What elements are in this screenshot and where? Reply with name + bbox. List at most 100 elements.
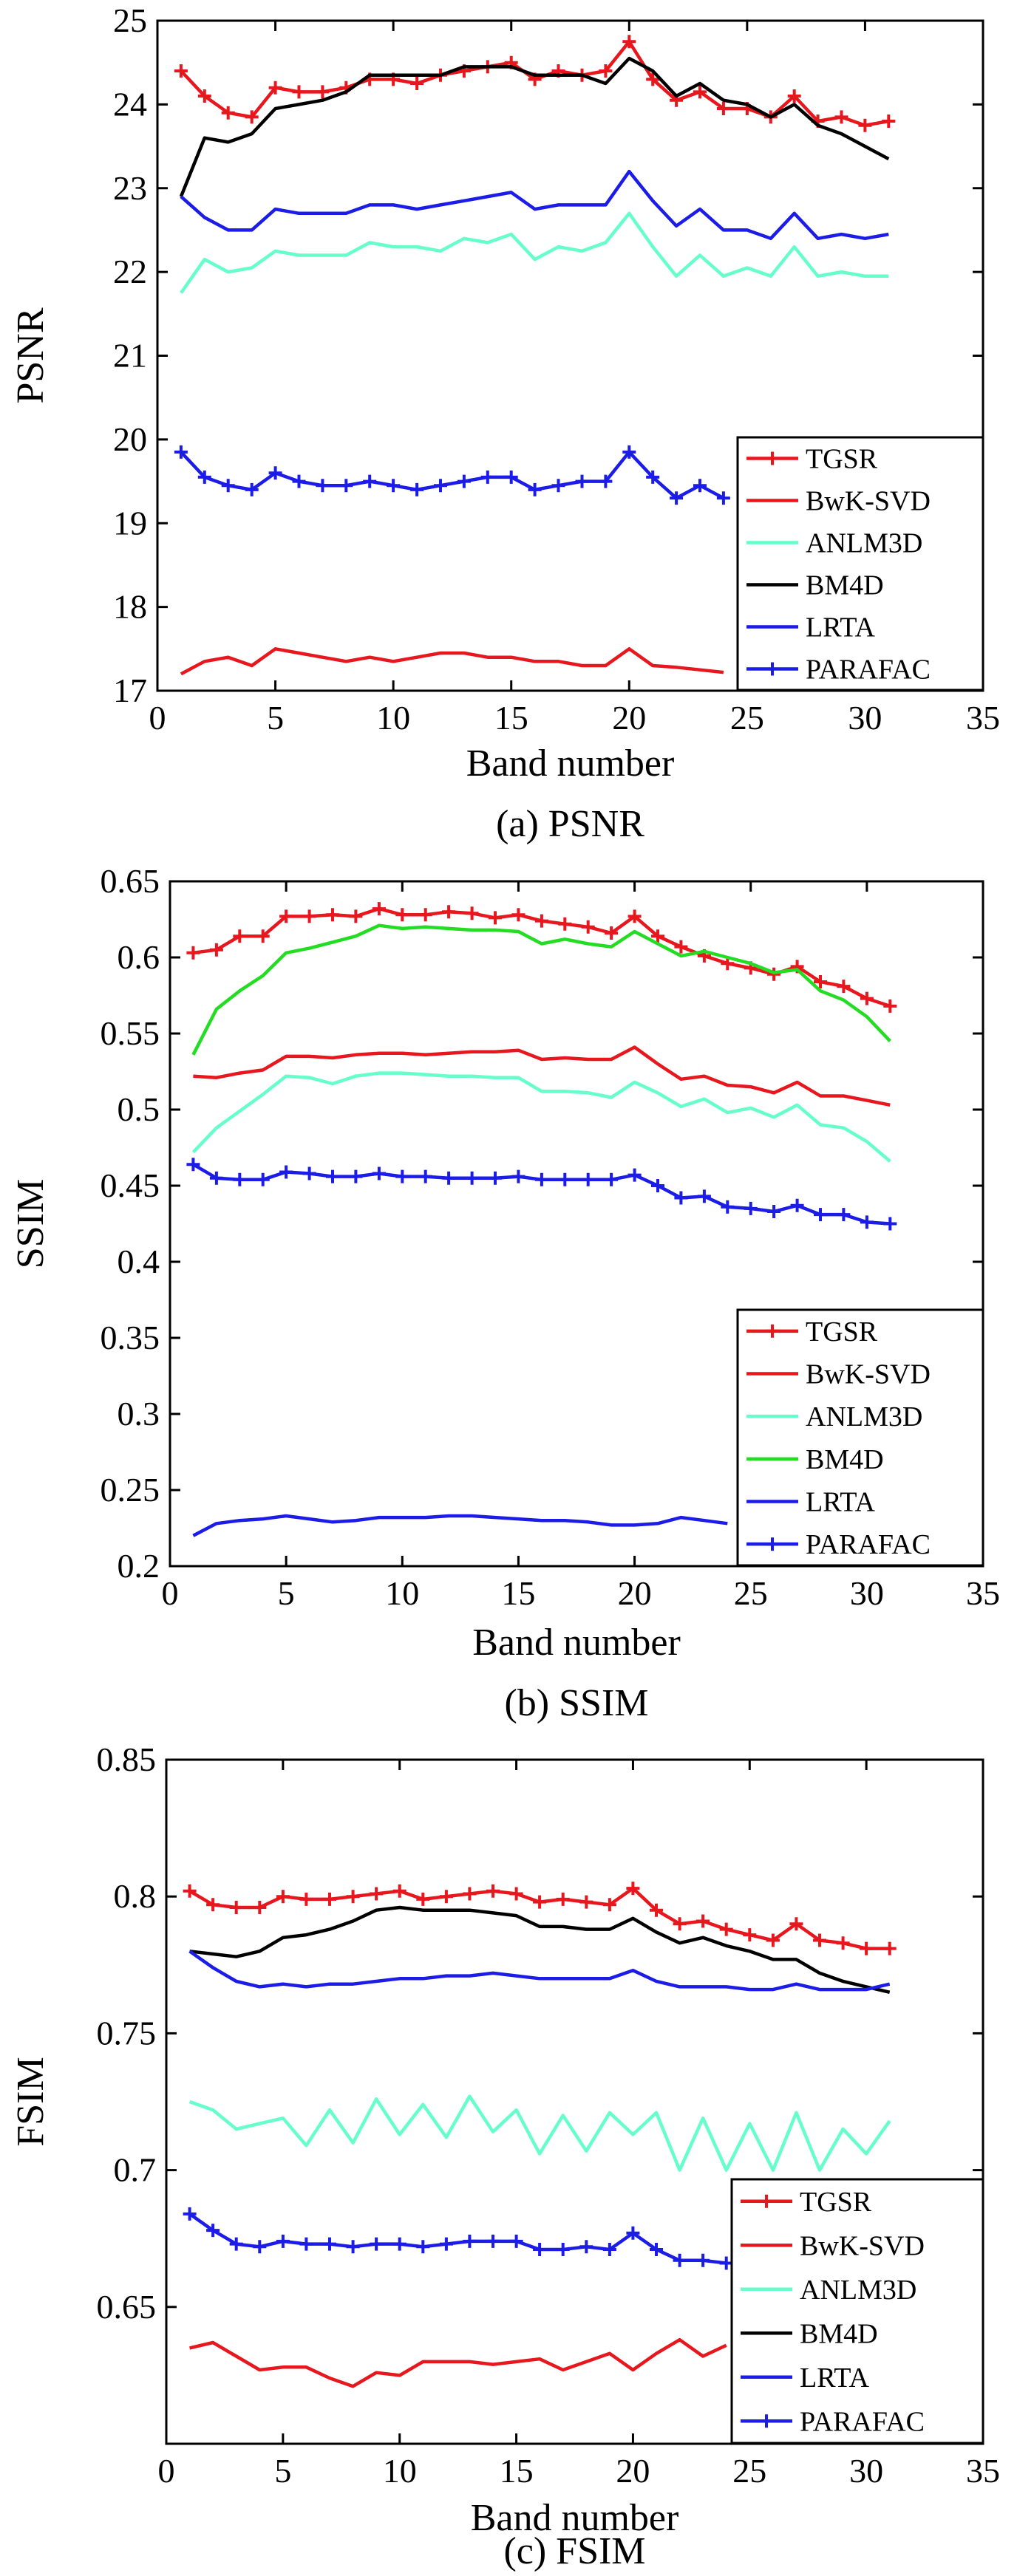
data-point-tgsr: [693, 85, 707, 99]
x-tick-label: 30: [849, 2452, 883, 2490]
data-point-parafac: [528, 482, 542, 496]
data-point-tgsr: [882, 115, 896, 128]
data-point-tgsr: [174, 64, 188, 78]
x-tick-label: 20: [612, 699, 646, 737]
data-point-tgsr: [882, 1941, 897, 1955]
data-point-parafac: [268, 466, 282, 480]
data-point-tgsr: [323, 1892, 336, 1906]
data-point-tgsr: [558, 917, 572, 931]
data-point-parafac: [489, 1171, 502, 1185]
data-point-parafac: [292, 474, 306, 488]
data-point-parafac: [221, 479, 235, 493]
data-point-tgsr: [622, 35, 636, 49]
data-point-parafac: [233, 1172, 247, 1186]
panel-caption: (a) PSNR: [496, 803, 644, 845]
data-point-parafac: [206, 2224, 220, 2238]
chart-panel-3: 0 5 10 15 20 25 30 35 0.65 0.7 0.75 0.8 0.85 Band num…: [10, 1740, 1000, 2572]
y-tick-label: 25: [113, 1, 147, 39]
legend-box: [736, 1308, 984, 1567]
data-point-parafac: [605, 1172, 619, 1186]
data-point-tgsr: [410, 77, 424, 90]
panel-caption: (b) SSIM: [504, 1682, 648, 1724]
series-line-bm4d: [179, 56, 890, 197]
data-point-tgsr: [533, 1895, 547, 1909]
legend-label-bm4d: BM4D: [800, 2318, 878, 2349]
legend-label-anlm3d: ANLM3D: [806, 528, 922, 559]
y-tick-label: 18: [113, 588, 147, 626]
data-point-tgsr: [418, 908, 432, 922]
data-point-tgsr: [316, 85, 330, 99]
legend-marker-parafac: [766, 662, 779, 676]
y-tick-label: 0.35: [101, 1319, 160, 1356]
legend-box: [730, 2178, 984, 2445]
data-point-parafac: [575, 474, 589, 488]
legend-label-tgsr: TGSR: [800, 2187, 872, 2218]
y-tick-label: 19: [113, 504, 147, 541]
legend-label-bwk-svd: BwK-SVD: [806, 486, 931, 517]
y-tick-label: 0.75: [97, 2014, 157, 2051]
data-point-tgsr: [814, 975, 827, 988]
data-point-parafac: [256, 1172, 270, 1186]
data-point-parafac: [339, 479, 353, 493]
data-point-parafac: [883, 1217, 897, 1231]
x-tick-label: 25: [730, 699, 764, 737]
data-point-parafac: [860, 1215, 874, 1229]
data-point-parafac: [602, 2243, 616, 2256]
x-tick-label: 5: [274, 2452, 291, 2490]
data-point-parafac: [276, 2234, 290, 2248]
data-point-parafac: [716, 491, 730, 505]
data-point-parafac: [673, 2253, 687, 2267]
y-tick-label: 21: [113, 337, 147, 375]
data-point-tgsr: [292, 85, 306, 99]
data-point-tgsr: [197, 89, 211, 103]
legend-label-parafac: PARAFAC: [800, 2406, 925, 2437]
data-point-parafac: [674, 1191, 688, 1205]
data-point-tgsr: [509, 1887, 523, 1901]
series-bm4d: [191, 923, 891, 1056]
data-point-tgsr: [789, 1917, 803, 1931]
data-point-parafac: [245, 482, 259, 496]
data-point-parafac: [814, 1208, 827, 1222]
data-point-tgsr: [579, 1895, 593, 1909]
x-tick-label: 10: [385, 1574, 419, 1612]
data-point-parafac: [183, 2207, 197, 2221]
x-tick-label: 15: [501, 1574, 535, 1612]
legend-label-lrta: LRTA: [806, 612, 875, 643]
data-point-tgsr: [836, 1936, 850, 1950]
y-tick-label: 0.7: [114, 2151, 157, 2189]
y-tick-label: 22: [113, 253, 147, 290]
series-parafac: [174, 445, 730, 505]
legend-label-lrta: LRTA: [800, 2363, 869, 2394]
series-bm4d: [179, 56, 890, 197]
series-line-parafac: [180, 450, 724, 500]
data-point-parafac: [599, 474, 613, 488]
data-point-tgsr: [627, 909, 642, 923]
legend-label-bm4d: BM4D: [806, 1444, 884, 1475]
data-point-tgsr: [883, 999, 897, 1013]
y-tick-label: 20: [113, 420, 147, 458]
data-point-parafac: [622, 445, 636, 459]
data-point-tgsr: [766, 1933, 780, 1947]
legend-label-bm4d: BM4D: [806, 570, 884, 601]
data-point-tgsr: [602, 1898, 616, 1912]
series-line-bwk-svd: [180, 647, 724, 676]
data-point-parafac: [646, 470, 660, 484]
legend-marker-tgsr: [760, 2194, 773, 2208]
x-tick-label: 35: [966, 699, 1000, 737]
data-point-parafac: [439, 2237, 453, 2251]
data-point-tgsr: [696, 1914, 710, 1928]
data-point-parafac: [790, 1198, 804, 1212]
legend-marker-tgsr: [766, 1324, 779, 1338]
chart-panel-1: 0 5 10 15 20 25 30 35 17 18 19 20 21 22 23 24 25 Band num…: [10, 1, 1000, 845]
series-group: [186, 902, 897, 1537]
series-bwk-svd: [189, 2337, 727, 2388]
data-point-tgsr: [787, 89, 801, 103]
data-point-tgsr: [511, 908, 525, 922]
data-point-parafac: [533, 2243, 547, 2256]
y-tick-label: 0.65: [101, 862, 160, 900]
data-point-tgsr: [463, 1887, 477, 1901]
x-tick-label: 0: [149, 699, 166, 737]
y-tick-label: 0.85: [97, 1740, 157, 1778]
data-point-parafac: [551, 479, 565, 493]
data-point-parafac: [387, 479, 401, 493]
